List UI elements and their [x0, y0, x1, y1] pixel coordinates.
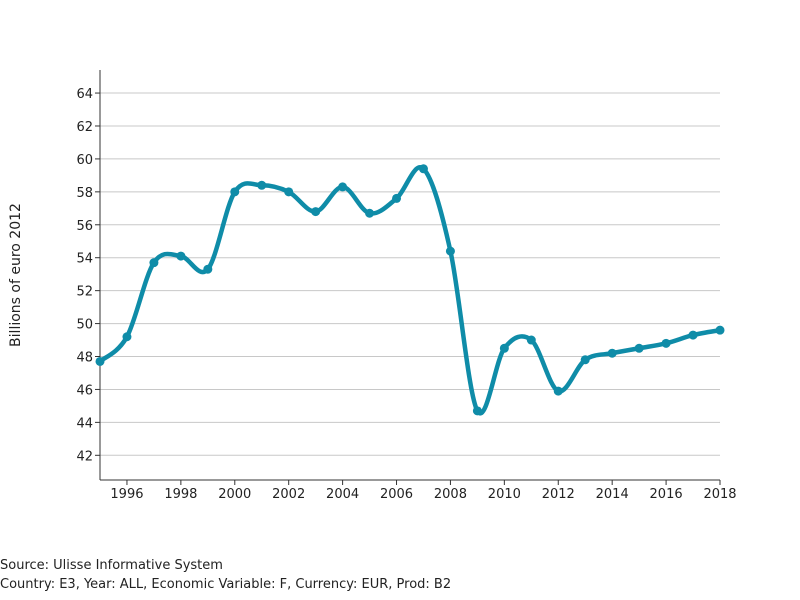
- x-tick-label: 2000: [218, 487, 251, 502]
- data-point: [445, 246, 455, 256]
- data-point: [392, 193, 402, 203]
- data-point: [311, 207, 321, 217]
- dataset-description: Country: E3, Year: ALL, Economic Variabl…: [0, 577, 452, 592]
- x-tick-label: 2018: [703, 487, 736, 502]
- y-tick-label: 62: [76, 120, 93, 135]
- x-tick-label: 2002: [272, 487, 305, 502]
- y-tick-label: 56: [76, 219, 93, 234]
- y-tick-label: 54: [76, 252, 93, 267]
- line-chart: 42 44 46 48 50 52 54 56 58 60 62 64 1996 1998 2000 200…: [8, 70, 737, 502]
- y-tick-label: 52: [76, 285, 93, 300]
- data-point: [176, 251, 186, 261]
- series-layer: [95, 164, 725, 416]
- y-axis-title: Billions of euro 2012: [8, 203, 24, 347]
- data-point: [230, 187, 240, 197]
- x-tick-label: 1998: [164, 487, 197, 502]
- data-point: [122, 332, 132, 342]
- data-point: [95, 356, 105, 366]
- y-tick-label: 46: [76, 383, 93, 398]
- data-point: [688, 330, 698, 340]
- x-tick-label: 2014: [596, 487, 629, 502]
- data-point: [203, 264, 213, 274]
- data-point: [418, 164, 428, 174]
- data-point: [284, 187, 294, 197]
- x-tick-label: 2016: [650, 487, 683, 502]
- data-point: [580, 355, 590, 365]
- gridlines: [100, 92, 720, 456]
- data-point: [149, 258, 159, 268]
- x-tick-labels: 1996 1998 2000 2002 2004 2006 2008 2010 2012 2014…: [110, 487, 736, 502]
- x-tick-label: 2012: [542, 487, 575, 502]
- x-tick-label: 1996: [110, 487, 143, 502]
- x-tick-label: 2010: [488, 487, 521, 502]
- y-tick-label: 58: [76, 186, 93, 201]
- y-tick-label: 50: [76, 318, 93, 333]
- data-point: [634, 343, 644, 353]
- y-tick-label: 48: [76, 351, 93, 366]
- data-point: [553, 386, 563, 396]
- axes: [95, 70, 721, 485]
- data-point: [472, 406, 482, 416]
- data-point: [257, 180, 267, 190]
- data-point: [365, 208, 375, 218]
- data-point: [338, 182, 348, 192]
- source-note: Source: Ulisse Informative System: [0, 558, 223, 573]
- data-point: [499, 343, 509, 353]
- y-tick-label: 64: [76, 87, 93, 102]
- y-tick-labels: 42 44 46 48 50 52 54 56 58 60 62 64: [76, 87, 93, 464]
- data-point: [715, 325, 725, 335]
- x-tick-label: 2006: [380, 487, 413, 502]
- x-tick-label: 2008: [434, 487, 467, 502]
- data-point: [607, 348, 617, 358]
- y-tick-label: 42: [76, 449, 93, 464]
- y-tick-label: 44: [76, 416, 93, 431]
- data-point: [526, 335, 536, 345]
- data-point: [661, 338, 671, 348]
- x-tick-label: 2004: [326, 487, 359, 502]
- y-tick-label: 60: [76, 153, 93, 168]
